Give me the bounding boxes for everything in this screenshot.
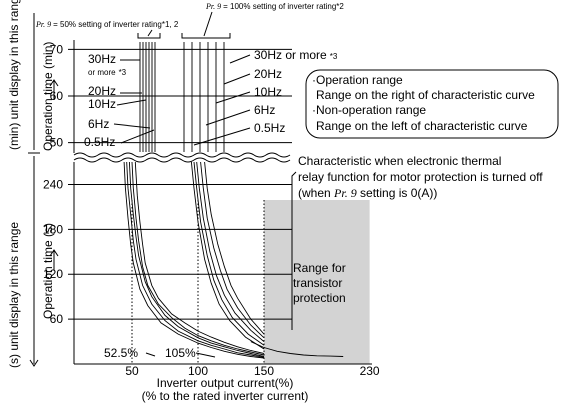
freq-right-leaders	[193, 54, 251, 146]
freq-left-10hz: 10Hz	[88, 97, 116, 111]
axis-break-top	[73, 152, 291, 158]
ranges-legend-box: ·Operation range Range on the right of c…	[305, 69, 559, 139]
curve-50%-3	[126, 161, 265, 358]
tick-s-240: 240	[43, 177, 63, 191]
outer-s-label: (s) unit display in this range	[7, 222, 21, 368]
tick-x-100: 100	[188, 364, 208, 378]
outer-arrow	[29, 359, 39, 367]
curve-100%-7	[196, 161, 265, 342]
tick-min-70: 70	[50, 42, 64, 56]
outer-ranges: (min) unit display in this rang (s) unit…	[7, 0, 40, 368]
transistor-label-line2: transistor	[293, 276, 342, 290]
freq-right-0-5hz: 0.5Hz	[254, 121, 285, 135]
y-label-s: Operation time (s)	[41, 223, 55, 319]
percent-labels: 52.5% 105%	[104, 346, 216, 360]
minute-region-lines	[139, 42, 225, 152]
tick-labels: 70 60 50 240 180 120 60 50 100 150 230	[43, 42, 380, 378]
pct-52-5: 52.5%	[104, 346, 138, 360]
curve-100%-8	[193, 161, 265, 346]
outer-min-label: (min) unit display in this rang	[7, 0, 21, 150]
curve-50%-1	[131, 161, 265, 356]
freq-right-20hz: 20Hz	[254, 67, 282, 81]
grid	[68, 40, 372, 365]
range-nonoperation-title: ·Non-operation range	[312, 103, 426, 117]
tick-x-230: 230	[360, 364, 380, 378]
range-operation-title: ·Operation range	[312, 73, 403, 87]
thermal-note-line1: Characteristic when electronic thermal	[298, 154, 501, 168]
axis-break-bottom	[73, 157, 291, 163]
curve-50%-2	[128, 161, 265, 357]
freq-left-30hz: 30Hz	[88, 52, 116, 66]
tick-x-50: 50	[125, 364, 139, 378]
y-min-arrow	[49, 79, 59, 100]
freq-left-0-5hz: 0.5Hz	[84, 135, 115, 149]
curve-100%-5	[204, 161, 265, 335]
bracket-50	[137, 33, 161, 39]
freq-left-or-more: or more *3	[88, 68, 127, 77]
note-50-percent: Pr. 9 = 50% setting of inverter rating*1,…	[35, 20, 179, 29]
y-s-arrow	[49, 249, 59, 270]
range-nonoperation-desc: Range on the left of characteristic curv…	[316, 119, 528, 133]
freq-left-20hz: 20Hz	[88, 84, 116, 98]
leader-50	[147, 29, 153, 37]
note-100-percent: Pr. 9 = 100% setting of inverter rating*2	[205, 2, 344, 11]
pct-52-5-leader	[145, 352, 156, 357]
tick-x-150: 150	[254, 364, 274, 378]
leader-100	[203, 11, 213, 37]
bracket-100	[181, 33, 231, 39]
transistor-protection-region	[264, 200, 370, 364]
freq-left-leaders	[113, 59, 155, 144]
characteristic-curves	[123, 161, 344, 359]
tick-s-60: 60	[50, 312, 64, 326]
tick-s-120: 120	[43, 267, 63, 281]
x-label-sub: (% to the rated inverter current)	[142, 389, 309, 403]
pct-105-leader	[195, 352, 216, 358]
thermal-note-line2: relay function for motor protection is t…	[298, 170, 543, 184]
x-label: Inverter output current(%)	[157, 376, 294, 390]
freq-labels-left: 30Hz or more *3 20Hz 10Hz 6Hz 0.5Hz	[84, 52, 155, 149]
curve-100%-6	[200, 161, 265, 339]
top-notes: Pr. 9 = 50% setting of inverter rating*1,…	[35, 2, 344, 39]
freq-right-30hz: 30Hz or more *3	[254, 48, 338, 62]
freq-right-10hz: 10Hz	[254, 85, 282, 99]
transistor-label-line1: Range for	[293, 261, 346, 275]
ranges-box-frame	[305, 69, 559, 139]
tick-s-180: 180	[43, 222, 63, 236]
range-operation-desc: Range on the right of characteristic cur…	[316, 88, 535, 102]
thermal-note: Characteristic when electronic thermal r…	[291, 154, 543, 330]
tick-min-60: 60	[50, 89, 64, 103]
transistor-label: Range for transistor protection	[293, 261, 346, 305]
pct-105: 105%	[165, 346, 196, 360]
y-label-min: Operation time (min)	[41, 42, 55, 151]
curve-100%-9	[190, 161, 265, 350]
thermal-note-line3: (when Pr. 9 setting is 0(A))	[298, 186, 437, 200]
curve-50%-0	[134, 161, 265, 354]
transistor-label-line3: protection	[293, 291, 346, 305]
thermal-note-leader	[291, 171, 297, 330]
curve-50%-4	[123, 161, 265, 359]
tick-min-50: 50	[50, 136, 64, 150]
curve-off-10	[250, 341, 344, 357]
freq-left-6hz: 6Hz	[88, 117, 109, 131]
freq-labels-right: 30Hz or more *3 20Hz 10Hz 6Hz 0.5Hz	[193, 48, 338, 146]
freq-right-6hz: 6Hz	[254, 103, 275, 117]
